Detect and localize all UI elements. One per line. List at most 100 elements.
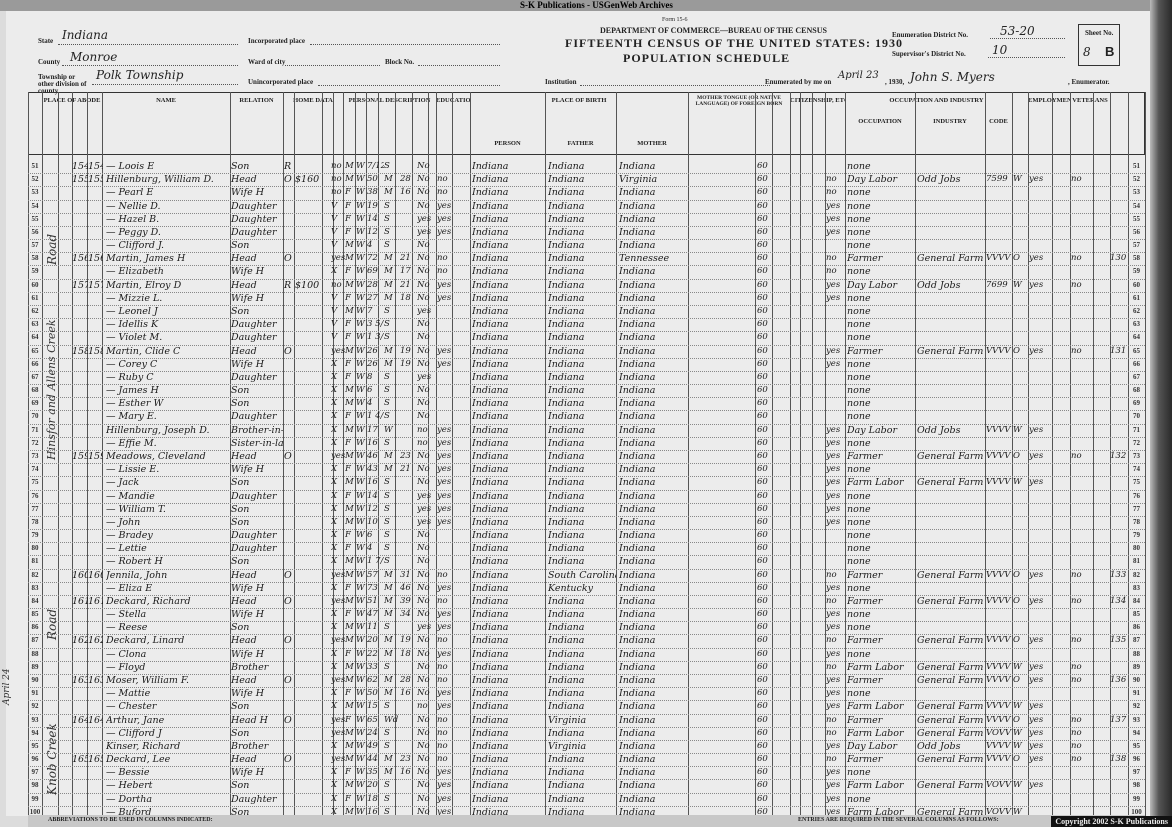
cell-family: 158 [88,345,103,357]
cell-class [1013,160,1028,173]
cell-dwelling: 159 [72,450,88,462]
cell-radio: yes [331,345,345,356]
cell-veteran [1071,305,1093,318]
cell-farm-schedule [1110,173,1128,186]
cell-read [437,371,453,384]
cell-marital: W [384,424,393,435]
cell-name: — Leonel J [106,305,158,317]
cell-class: W [1013,174,1022,185]
cell-age-married [400,661,416,674]
cell-radio: X [331,411,338,422]
cell-race: W [356,332,365,343]
cell-home [284,793,295,806]
cell-father-birthplace: Indiana [548,648,585,660]
cell-marital: S [384,543,390,554]
column-rule [688,92,689,819]
column-rule [470,92,471,819]
line-number-right: 52 [1133,175,1140,184]
cell-age-married [400,542,416,555]
cell-industry: General Farm [917,806,984,818]
cell-birthplace: Indiana [472,332,509,344]
cell-age: 15 [367,701,378,712]
cell-occupation-code [986,648,1012,661]
cell-read: yes [437,688,452,699]
cell-marital: S [384,398,390,409]
cell-birthplace: Indiana [472,385,509,397]
cell-line: 91 [31,689,39,698]
column-rule [1128,92,1129,819]
cell-farm-schedule [1110,239,1128,252]
cell-marital: M [384,174,393,185]
cell-name: Hillenburg, Joseph D. [106,424,210,436]
row-rule [28,423,1145,425]
row-rule [28,713,1145,715]
cell-veteran: no [1071,279,1082,290]
cell-farm-schedule [1110,213,1128,226]
cell-value [295,529,322,542]
cell-age-married: 31 [400,569,411,580]
cell-birthplace: Indiana [472,714,509,726]
cell-language-code: 60 [757,240,768,251]
cell-class [1013,529,1028,542]
cell-relation: Brother-in-law [231,424,283,436]
cell-occupation-code [986,265,1012,278]
cell-age: 12 [367,503,378,514]
column-rule [1028,92,1029,819]
cell-family: 160 [88,569,103,581]
cell-value [295,463,322,476]
cell-english: yes [826,780,841,791]
cell-radio: no [331,174,342,185]
row-rule [28,212,1145,214]
cell-class: O [1013,754,1020,765]
column-rule [355,92,356,819]
cell-marital: M [384,464,393,475]
cell-line: 72 [31,438,39,447]
cell-father-birthplace: Indiana [548,635,585,647]
cell-occupation-code [986,555,1012,568]
cell-veteran [1071,318,1093,331]
cell-occupation-code: VVVV [986,424,1011,435]
cell-name: Deckard, Richard [106,595,191,607]
subhead-industry: INDUSTRY [933,118,967,125]
cell-age-married: 28 [400,174,411,185]
cell-occupation-code [986,371,1012,384]
line-number-right: 98 [1133,781,1140,790]
cell-father-birthplace: Indiana [548,319,585,331]
line-number-right: 70 [1133,412,1140,421]
cell-industry: Odd Jobs [917,174,961,186]
cell-english: yes [826,226,841,237]
cell-name: — Mandie [106,490,155,502]
cell-employed [1029,529,1052,542]
row-rule [28,766,1145,768]
cell-father-birthplace: Indiana [548,371,585,383]
cell-sex: M [345,345,354,356]
cell-employed [1029,463,1052,476]
cell-line: 67 [31,372,39,381]
cell-age: 38 [367,187,378,198]
cell-school: No [417,174,430,185]
cell-occupation-code [986,490,1012,503]
sd-line [988,57,1065,58]
cell-name: — Violet M. [106,332,163,344]
cell-father-birthplace: Indiana [548,464,585,476]
cell-line: 73 [31,451,39,460]
cell-home [284,727,295,740]
cell-age: 19 [367,200,378,211]
cell-occupation: Day Labor [847,424,897,436]
cell-mother-birthplace: Indiana [619,543,656,555]
cell-value [295,661,322,674]
enumerated-year: , 1930, [885,78,905,86]
cell-radio: X [331,543,338,554]
cell-employed [1029,292,1052,305]
cell-relation: Head [231,174,257,186]
column-rule [333,92,334,819]
cell-dwelling: 162 [72,635,88,647]
cell-radio: yes [331,595,345,606]
cell-age-married: 21 [400,253,411,264]
cell-occupation: none [847,385,871,397]
group-abode: PLACE OF ABODE [43,97,101,104]
cell-occupation: Farm Labor [847,661,904,673]
cell-marital: M [384,767,393,778]
cell-family [88,318,103,331]
cell-industry [917,793,985,806]
